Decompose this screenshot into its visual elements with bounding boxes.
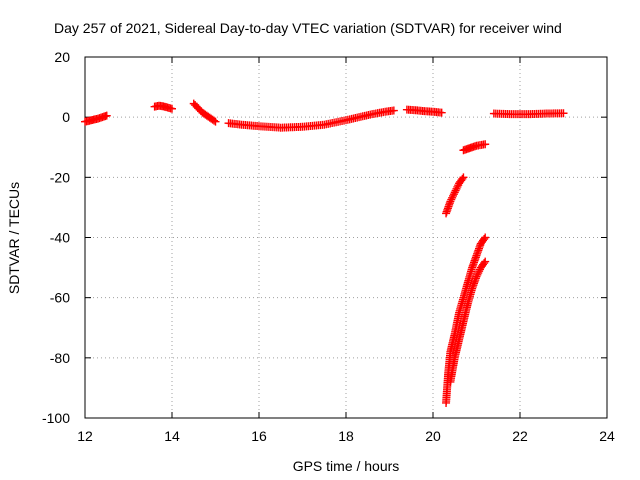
data-point xyxy=(168,104,176,113)
x-tick-label: 16 xyxy=(251,428,267,444)
data-point xyxy=(450,188,459,197)
data-point xyxy=(480,235,489,244)
data-point xyxy=(449,190,458,199)
data-point xyxy=(211,117,220,126)
y-axis-label: SDTVAR / TECUs xyxy=(6,182,22,294)
data-point xyxy=(559,109,568,118)
x-tick-label: 24 xyxy=(599,428,615,444)
data-point xyxy=(480,259,489,268)
data-point xyxy=(449,191,458,200)
data-point xyxy=(473,270,482,279)
y-tick-label: -100 xyxy=(42,410,70,426)
data-point xyxy=(472,272,481,281)
chart-title: Day 257 of 2021, Sidereal Day-to-day VTE… xyxy=(54,20,562,36)
data-point xyxy=(446,197,455,206)
y-tick-label: 0 xyxy=(62,109,70,125)
data-point xyxy=(448,193,457,202)
y-tick-label: 20 xyxy=(54,49,70,65)
data-points xyxy=(81,99,568,407)
y-tick-label: -20 xyxy=(50,169,70,185)
x-tick-label: 12 xyxy=(77,428,93,444)
data-point xyxy=(458,174,467,183)
x-tick-label: 22 xyxy=(512,428,528,444)
y-tick-label: -60 xyxy=(50,290,70,306)
axis-ticks: 12 14 16 18 20 22 24 20 0 -20 -40 -60 -80 -100 xyxy=(42,49,615,444)
data-point xyxy=(481,257,490,266)
data-point xyxy=(102,111,111,120)
data-point xyxy=(481,233,490,242)
y-tick-label: -80 xyxy=(50,350,70,366)
x-axis-label: GPS time / hours xyxy=(293,458,400,474)
data-point xyxy=(210,116,219,125)
data-point xyxy=(447,195,456,204)
x-tick-label: 14 xyxy=(164,428,180,444)
data-point xyxy=(453,182,462,191)
data-point xyxy=(475,267,484,276)
y-tick-label: -40 xyxy=(50,230,70,246)
data-point xyxy=(452,184,461,193)
data-point xyxy=(481,140,490,149)
data-point xyxy=(459,173,468,182)
data-point xyxy=(451,186,460,195)
data-point xyxy=(389,106,398,115)
x-tick-label: 18 xyxy=(338,428,354,444)
data-point xyxy=(474,268,483,277)
x-tick-label: 20 xyxy=(425,428,441,444)
data-point xyxy=(437,108,446,117)
